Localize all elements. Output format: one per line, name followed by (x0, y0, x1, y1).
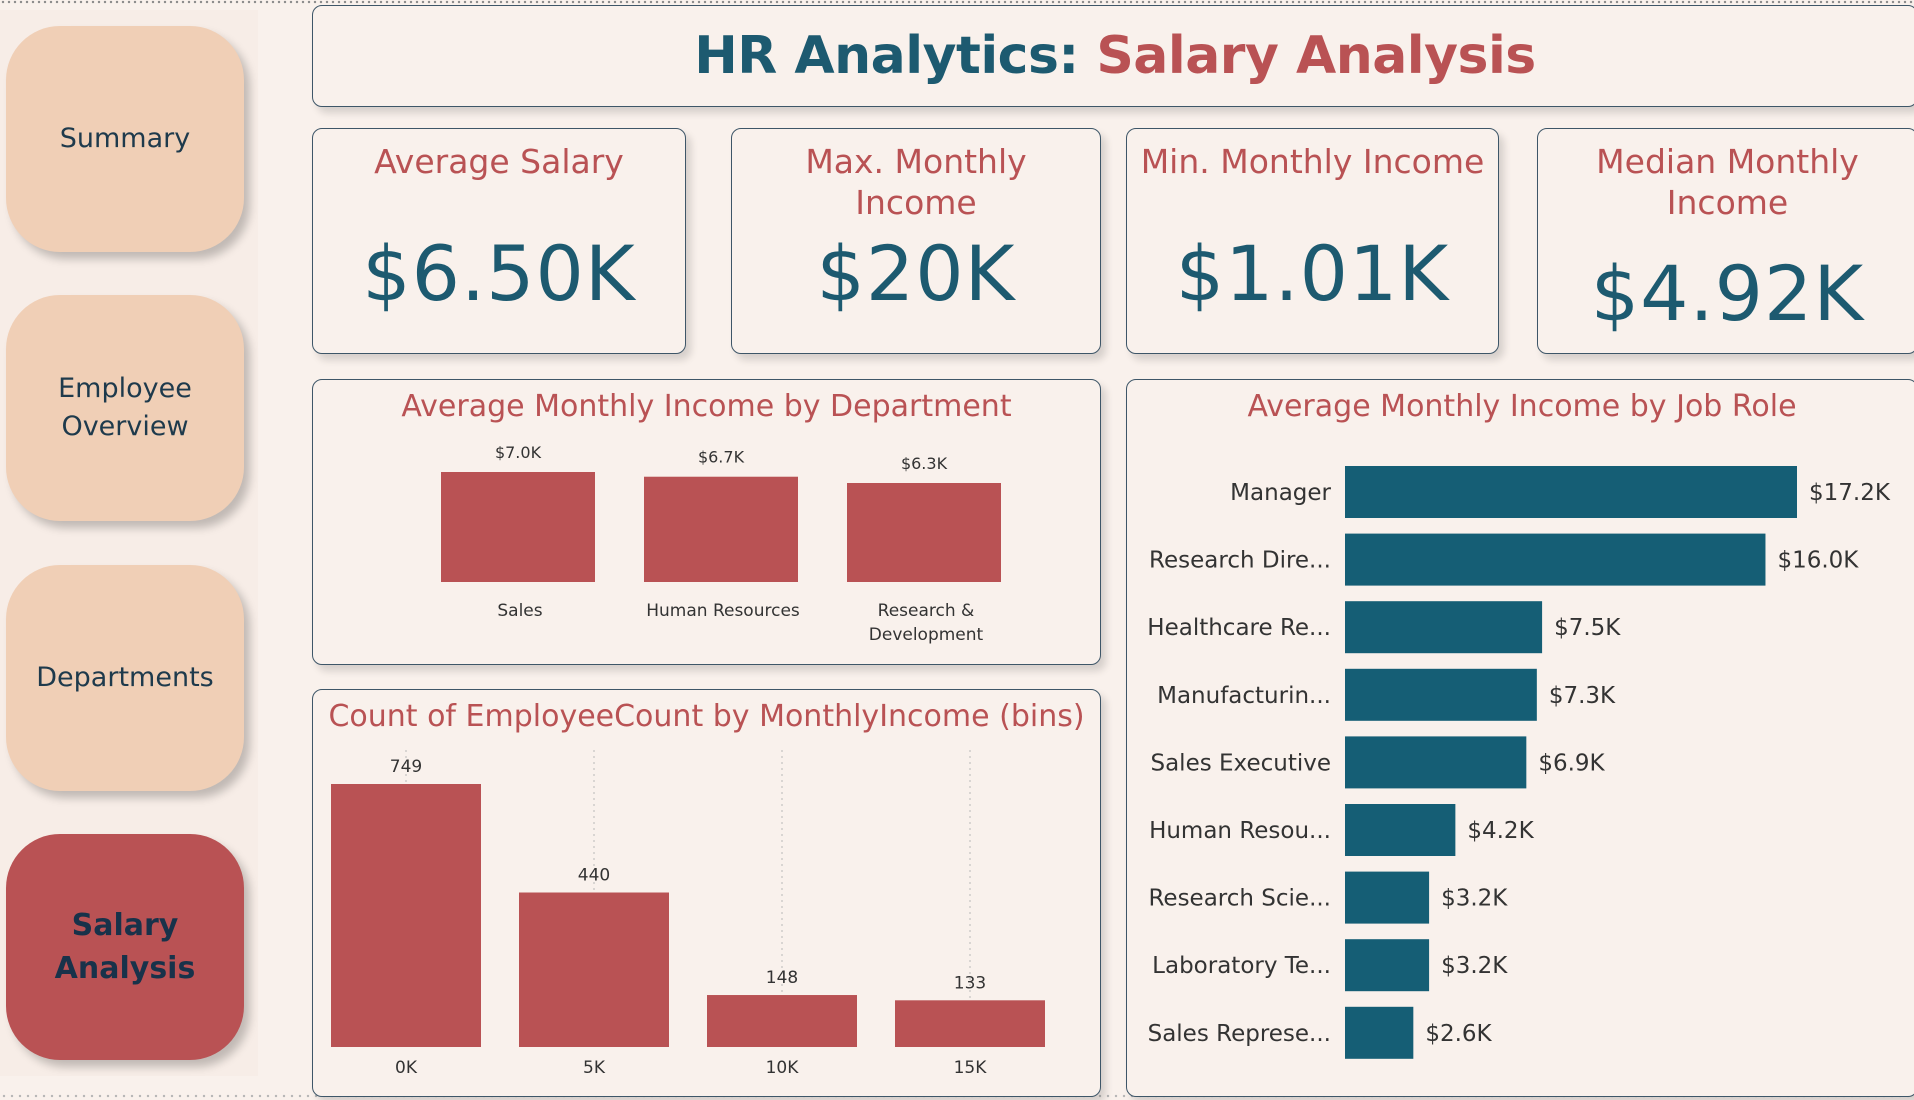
income-histogram-chart: 749 0K 440 5K 148 10K 133 15K (331, 750, 1045, 1078)
department-bar-chart: $7.0K Sales $6.7K Human Resources $6.3K Resea… (441, 443, 1001, 645)
nav-button-label: Summary (59, 123, 191, 154)
department-category-label: Human Resources (646, 601, 800, 621)
top-dotted-border (0, 0, 1914, 4)
kpi-label: Min. Monthly Income (1140, 142, 1485, 181)
nav-button-label: Salary Analysis (54, 908, 196, 986)
page-title-card: HR Analytics: Salary Analysis (312, 5, 1914, 107)
job-role-bar-chart: Manager $17.2K Research Dire... $16.0K Healt… (1147, 466, 1891, 1059)
chart-title: Count of EmployeeCount by MonthlyIncome … (328, 699, 1085, 734)
job-role-data-label: $2.6K (1425, 1021, 1492, 1047)
job-role-category-label: Human Resou... (1149, 818, 1331, 844)
job-role-bar (1345, 466, 1797, 518)
histogram-data-label: 749 (390, 757, 422, 777)
department-bar-data-label: $7.0K (495, 443, 542, 462)
chart-card-income-histogram: Count of EmployeeCount by MonthlyIncome … (312, 689, 1101, 1097)
job-role-data-label: $7.3K (1549, 683, 1616, 709)
job-role-category-label: Sales Executive (1150, 750, 1331, 776)
kpi-label: Median Monthly Income (1596, 142, 1859, 222)
job-role-bar (1345, 871, 1430, 924)
histogram-bar (331, 784, 481, 1047)
job-role-category-label: Manager (1230, 480, 1331, 506)
job-role-category-label: Research Dire... (1149, 548, 1331, 574)
histogram-data-label: 440 (578, 866, 610, 886)
department-bar (644, 476, 798, 582)
job-role-bar (1345, 668, 1537, 721)
kpi-value: $4.92K (1590, 249, 1865, 338)
kpi-label: Max. Monthly Income (805, 142, 1027, 222)
kpi-label: Average Salary (374, 142, 624, 181)
chart-title: Average Monthly Income by Job Role (1247, 389, 1797, 424)
job-role-bar (1345, 736, 1527, 789)
job-role-bar (1345, 1006, 1414, 1059)
histogram-data-label: 133 (954, 973, 986, 993)
department-bar (441, 472, 595, 582)
department-bar (847, 483, 1001, 582)
page-title: HR Analytics: Salary Analysis (694, 26, 1536, 86)
kpi-value: $6.50K (362, 229, 636, 318)
job-role-category-label: Research Scie... (1148, 886, 1331, 912)
kpi-card-max-monthly-income: Max. Monthly Income $20K (731, 128, 1101, 354)
job-role-data-label: $16.0K (1777, 548, 1859, 574)
department-category-label: Sales (497, 601, 542, 621)
job-role-category-label: Sales Represe... (1148, 1021, 1331, 1047)
histogram-data-label: 148 (766, 968, 798, 988)
department-bar-data-label: $6.3K (901, 454, 948, 473)
job-role-data-label: $3.2K (1441, 953, 1508, 979)
chart-card-income-by-job-role: Average Monthly Income by Job Role Manag… (1126, 379, 1914, 1097)
chart-title: Average Monthly Income by Department (401, 389, 1012, 424)
histogram-bar (895, 1000, 1045, 1047)
histogram-category-label: 5K (583, 1058, 606, 1078)
kpi-card-average-salary: Average Salary $6.50K (312, 128, 686, 354)
histogram-category-label: 0K (395, 1058, 418, 1078)
job-role-bar (1345, 533, 1766, 586)
page-title-prefix: HR Analytics: (694, 26, 1079, 86)
nav-button-summary[interactable]: Summary (6, 26, 244, 252)
nav-button-employee-overview[interactable]: Employee Overview (6, 295, 244, 521)
job-role-data-label: $17.2K (1809, 480, 1891, 506)
histogram-category-label: 10K (766, 1058, 800, 1078)
job-role-category-label: Healthcare Re... (1147, 615, 1331, 641)
nav-button-salary-analysis[interactable]: Salary Analysis (6, 834, 244, 1060)
job-role-data-label: $4.2K (1467, 818, 1534, 844)
job-role-category-label: Manufacturin... (1157, 683, 1331, 709)
nav-button-label: Employee Overview (58, 373, 192, 442)
job-role-category-label: Laboratory Te... (1152, 953, 1331, 979)
kpi-card-median-monthly-income: Median Monthly Income $4.92K (1537, 128, 1914, 354)
department-category-label: Development (869, 625, 984, 645)
histogram-bar (707, 995, 857, 1047)
page-title-highlight: Salary Analysis (1096, 26, 1536, 86)
kpi-value: $1.01K (1175, 229, 1450, 318)
job-role-bar (1345, 939, 1430, 992)
job-role-bar (1345, 804, 1456, 856)
job-role-data-label: $3.2K (1441, 886, 1508, 912)
sidebar-nav: Summary Employee Overview Departments Sa… (0, 10, 258, 1076)
histogram-bar (519, 892, 669, 1047)
kpi-card-min-monthly-income: Min. Monthly Income $1.01K (1126, 128, 1499, 354)
department-category-label: Research & (878, 601, 975, 621)
department-bar-data-label: $6.7K (698, 448, 745, 467)
kpi-value: $20K (816, 229, 1016, 318)
nav-button-departments[interactable]: Departments (6, 565, 244, 791)
chart-card-income-by-department: Average Monthly Income by Department $7.… (312, 379, 1101, 665)
histogram-category-label: 15K (954, 1058, 988, 1078)
job-role-bar (1345, 601, 1543, 654)
job-role-data-label: $7.5K (1554, 615, 1621, 641)
job-role-data-label: $6.9K (1538, 750, 1605, 776)
nav-button-label: Departments (36, 662, 214, 693)
